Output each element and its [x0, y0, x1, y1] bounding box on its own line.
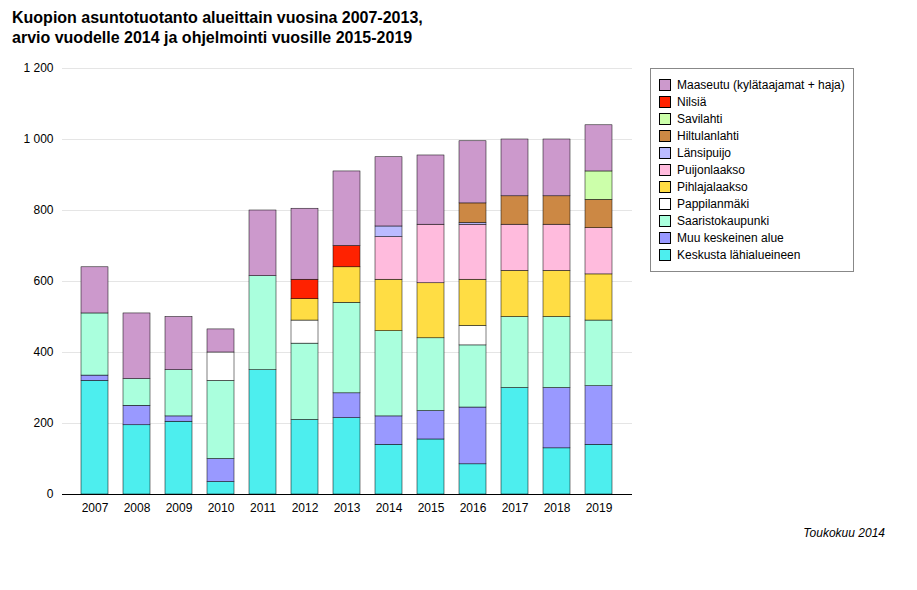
- svg-text:1 200: 1 200: [23, 61, 53, 75]
- svg-text:2019: 2019: [586, 501, 613, 515]
- svg-text:200: 200: [33, 416, 53, 430]
- html-text:Savilahti: Savilahti: [677, 112, 723, 126]
- html-text:Keskusta lähialueineen: Keskusta lähialueineen: [677, 248, 801, 262]
- svg-text:2010: 2010: [208, 501, 235, 515]
- svg-text:2016: 2016: [460, 501, 487, 515]
- svg-text:2007: 2007: [82, 501, 109, 515]
- svg-text:400: 400: [33, 345, 53, 359]
- html-text:Kuopion asuntotuotanto alueitt: Kuopion asuntotuotanto alueittain vuosin…: [12, 9, 423, 26]
- svg-text:2017: 2017: [502, 501, 529, 515]
- html-text:Puijonlaakso: Puijonlaakso: [677, 163, 745, 177]
- html-text:Saaristokaupunki: Saaristokaupunki: [677, 214, 770, 228]
- html-text:Pihlajalaakso: Pihlajalaakso: [677, 180, 748, 194]
- svg-text:800: 800: [33, 203, 53, 217]
- html-text:Maaseutu (kylätaajamat + haja): Maaseutu (kylätaajamat + haja): [677, 78, 845, 92]
- svg-text:2012: 2012: [292, 501, 319, 515]
- svg-text:2013: 2013: [334, 501, 361, 515]
- html-text:arvio vuodelle 2014 ja ohjelmo: arvio vuodelle 2014 ja ohjelmointi vuosi…: [12, 29, 413, 46]
- svg-text:2018: 2018: [544, 501, 571, 515]
- svg-text:0: 0: [47, 487, 54, 501]
- svg-text:2008: 2008: [124, 501, 151, 515]
- html-text:Toukokuu 2014: Toukokuu 2014: [803, 526, 885, 540]
- svg-text:600: 600: [33, 274, 53, 288]
- svg-text:1 000: 1 000: [23, 132, 53, 146]
- html-text:Muu keskeinen alue: Muu keskeinen alue: [677, 231, 784, 245]
- svg-text:2014: 2014: [376, 501, 403, 515]
- html-text:Pappilanmäki: Pappilanmäki: [677, 197, 749, 211]
- svg-text:2015: 2015: [418, 501, 445, 515]
- svg-text:2011: 2011: [250, 501, 276, 515]
- svg-text:2009: 2009: [166, 501, 193, 515]
- html-text:Nilsiä: Nilsiä: [677, 95, 707, 109]
- html-text:Länsipuijo: Länsipuijo: [677, 146, 731, 160]
- html-text:Hiltulanlahti: Hiltulanlahti: [677, 129, 739, 143]
